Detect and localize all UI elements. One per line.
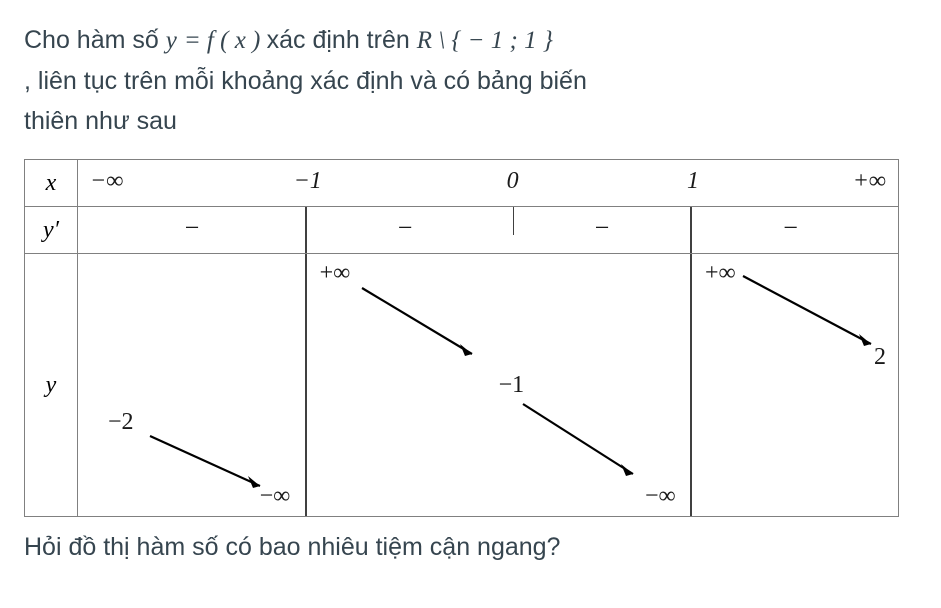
y-neginf-left: −∞ (260, 483, 291, 510)
text-fragment: thiên như sau (24, 107, 177, 135)
double-bar-neg1 (305, 207, 307, 253)
yprime-row: − − − − (78, 207, 899, 254)
x-row-values: −∞ −1 0 1 +∞ (78, 160, 899, 207)
sign-b: − (398, 213, 413, 243)
double-bar-neg1-y (305, 254, 307, 516)
math-set: R \ { − 1 ; 1 } (417, 27, 553, 54)
x-pos-inf: +∞ (853, 168, 886, 195)
arrow-seg4 (743, 276, 883, 356)
y-posinf-right: +∞ (705, 260, 736, 287)
yprime-row-label: y′ (25, 207, 78, 254)
y-neginf-right: −∞ (645, 483, 676, 510)
x-row-label: x (25, 160, 78, 207)
y-end-2: 2 (874, 344, 886, 371)
double-bar-pos1-y (690, 254, 692, 516)
arrow-seg3 (523, 404, 643, 484)
problem-statement: Cho hàm số y = f ( x ) xác định trên R \… (24, 20, 917, 141)
bar-zero-top (513, 207, 514, 235)
y-mid-neg1: −1 (499, 372, 525, 399)
math-eq: = f ( x ) (184, 27, 267, 54)
variation-table: x −∞ −1 0 1 +∞ y′ − − − − y −2 (24, 159, 917, 517)
text-fragment: xác định trên (267, 26, 417, 54)
y-row: −2 −∞ +∞ −1 −∞ +∞ (78, 254, 899, 517)
text-fragment: , liên tục trên mỗi khoảng xác định và c… (24, 67, 587, 95)
arrow-seg2 (362, 288, 482, 364)
x-neg1: −1 (294, 168, 322, 195)
question: Hỏi đồ thị hàm số có bao nhiêu tiệm cận … (24, 533, 917, 562)
x-zero: 0 (507, 168, 519, 195)
x-pos1: 1 (687, 168, 699, 195)
double-bar-pos1 (690, 207, 692, 253)
sign-c: − (595, 213, 610, 243)
sign-a: − (185, 213, 200, 243)
sign-d: − (783, 213, 798, 243)
math-var-y: y (166, 27, 177, 54)
x-neg-inf: −∞ (90, 168, 123, 195)
y-row-label: y (25, 254, 78, 517)
y-posinf-mid: +∞ (320, 260, 351, 287)
text-fragment: Cho hàm số (24, 26, 166, 54)
arrow-seg1 (150, 436, 270, 496)
y-start-neg2: −2 (108, 409, 134, 436)
